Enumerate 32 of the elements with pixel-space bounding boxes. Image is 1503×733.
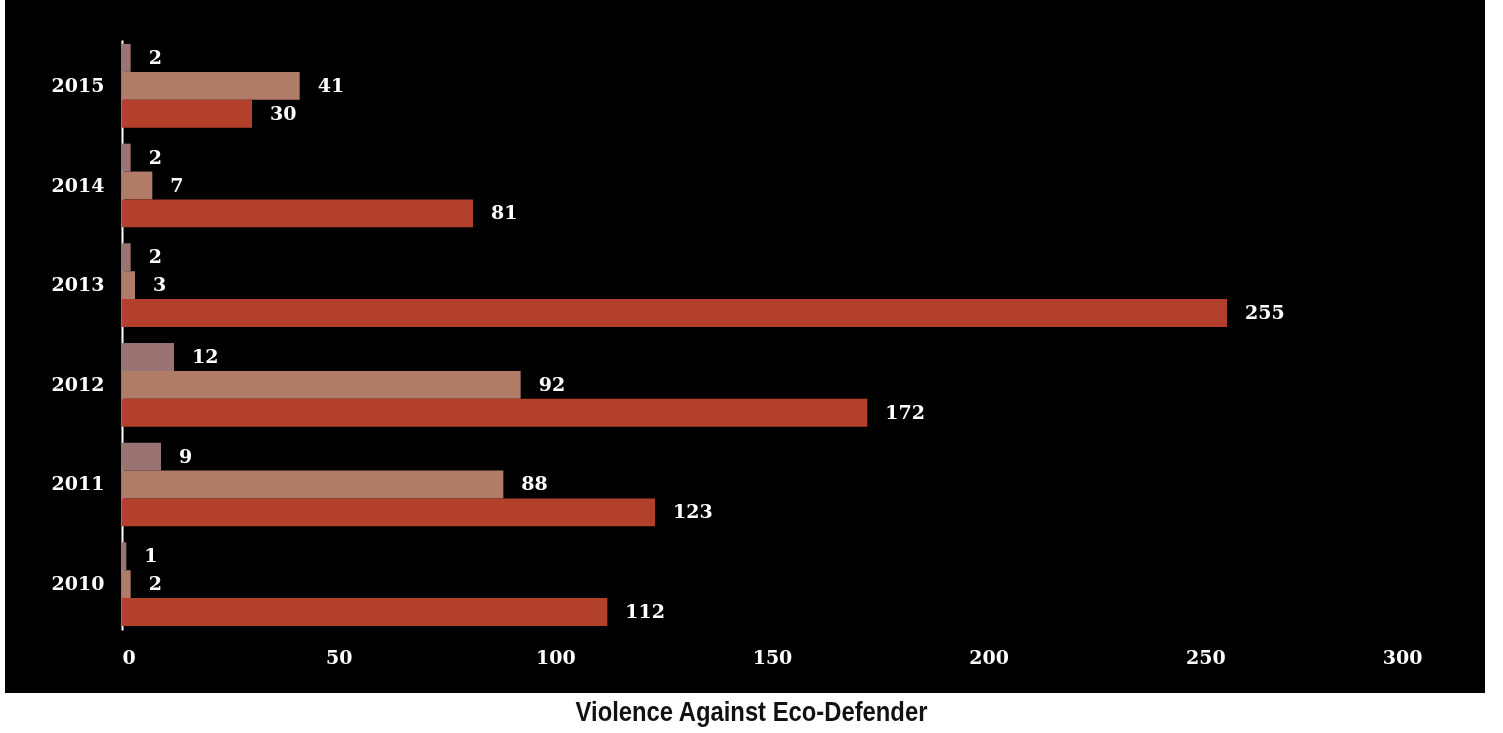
y-tick-label: 2010 (51, 572, 105, 595)
x-tick-label: 100 (536, 645, 576, 668)
y-tick-label: 2011 (51, 472, 105, 495)
x-tick-label: 150 (752, 645, 793, 668)
data-label: 7 (170, 173, 184, 196)
data-label: 9 (179, 444, 193, 467)
data-label: 3 (153, 273, 167, 296)
data-label: 1 (144, 544, 158, 567)
data-label: 255 (1245, 301, 1285, 324)
data-label: 2 (148, 572, 162, 595)
y-tick-label: 2012 (51, 372, 105, 395)
data-label: 2 (148, 145, 162, 168)
data-label: 172 (885, 400, 926, 423)
x-tick-label: 300 (1382, 645, 1423, 668)
data-label: 112 (625, 600, 666, 623)
text: Violence Against Eco-Defender (574, 696, 929, 728)
data-label: 88 (521, 472, 548, 495)
data-label: 2 (148, 245, 162, 268)
data-label: 2 (148, 45, 162, 68)
y-tick-label: 2015 (51, 73, 105, 96)
x-tick-label: 200 (969, 645, 1009, 668)
x-tick-label: 50 (325, 645, 353, 668)
data-label: 123 (673, 500, 713, 523)
y-tick-label: 2013 (51, 273, 105, 296)
data-label: 81 (491, 201, 518, 224)
data-label: 12 (192, 344, 219, 367)
x-tick-label: 250 (1186, 645, 1226, 668)
y-tick-label: 2014 (51, 173, 105, 196)
x-tick-label: 0 (122, 645, 136, 668)
data-label: 92 (538, 372, 566, 395)
data-label: 30 (270, 101, 297, 124)
data-label: 41 (317, 73, 345, 96)
